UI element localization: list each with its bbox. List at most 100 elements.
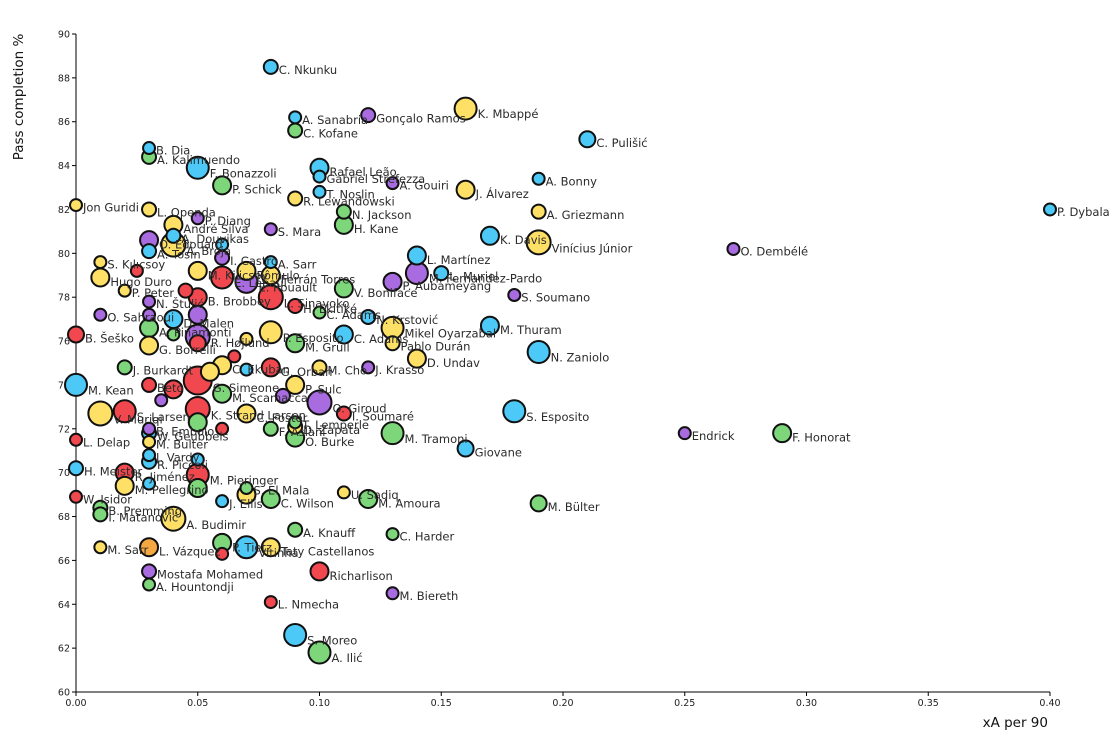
x-tick-label: 0.00 bbox=[65, 698, 86, 709]
data-point bbox=[287, 122, 304, 139]
data-point bbox=[335, 405, 352, 422]
y-tick-label: 86 bbox=[58, 117, 70, 128]
data-point bbox=[385, 176, 400, 191]
data-point bbox=[287, 190, 304, 207]
data-label: N. Jackson bbox=[352, 208, 412, 222]
data-point bbox=[190, 211, 205, 226]
data-point bbox=[260, 537, 281, 558]
data-point bbox=[360, 308, 377, 325]
data-label: Beto bbox=[157, 381, 184, 395]
data-point bbox=[262, 420, 279, 437]
data-label: H. Kane bbox=[354, 222, 399, 236]
data-point bbox=[215, 421, 230, 436]
data-label: I. Matanović bbox=[108, 511, 178, 525]
data-point bbox=[236, 403, 257, 424]
data-point bbox=[166, 327, 181, 342]
data-label: C. Ekuban bbox=[232, 363, 290, 377]
data-label: V. Boniface bbox=[354, 286, 418, 300]
data-point bbox=[311, 359, 328, 376]
x-tick-label: 0.25 bbox=[674, 698, 695, 709]
data-point bbox=[116, 359, 133, 376]
data-label: N. Krstović bbox=[376, 313, 438, 327]
data-label: K. Davis bbox=[500, 233, 547, 247]
data-point bbox=[141, 376, 158, 393]
x-tick-label: 0.35 bbox=[918, 698, 939, 709]
data-point bbox=[772, 423, 793, 444]
data-point bbox=[263, 595, 278, 610]
data-label: M. Sarr bbox=[107, 543, 148, 557]
data-label: N. Zaniolo bbox=[551, 351, 610, 365]
data-label: S. El Mala bbox=[253, 484, 309, 498]
data-point bbox=[479, 225, 500, 246]
data-point bbox=[433, 265, 450, 282]
data-label: M. Pellegrino bbox=[135, 483, 209, 497]
data-label: A. Ilić bbox=[332, 651, 363, 665]
data-label: M. Bülter bbox=[548, 500, 600, 514]
data-point bbox=[64, 372, 88, 397]
data-label: Vitinha bbox=[258, 546, 298, 560]
data-label: A. Douvikas bbox=[181, 232, 249, 246]
data-point bbox=[215, 546, 230, 561]
data-point bbox=[187, 260, 208, 281]
data-point bbox=[309, 561, 330, 582]
data-point bbox=[142, 421, 157, 436]
data-label: S. Kılıçsoy bbox=[107, 258, 165, 272]
data-label: M. Pieringer bbox=[210, 473, 279, 487]
x-tick-label: 0.10 bbox=[309, 698, 330, 709]
data-label: L. Muriel bbox=[449, 269, 498, 283]
data-label: Rafael Leão bbox=[330, 165, 397, 179]
y-tick-label: 64 bbox=[58, 600, 70, 611]
data-point bbox=[312, 169, 327, 184]
data-point bbox=[141, 563, 158, 580]
y-axis-title: Pass completion % bbox=[11, 34, 27, 161]
data-label: O. Édouard bbox=[159, 237, 223, 252]
data-point bbox=[531, 171, 546, 186]
data-point bbox=[263, 222, 278, 237]
data-label: N. Štulić bbox=[156, 296, 204, 311]
data-point bbox=[69, 489, 83, 504]
data-label: Gabriel Strefezza bbox=[327, 172, 426, 186]
data-point bbox=[288, 415, 303, 430]
data-label: A. Pinamonti bbox=[159, 325, 231, 339]
y-tick-label: 72 bbox=[58, 424, 70, 435]
data-point bbox=[384, 335, 401, 352]
data-label: A. Griezmann bbox=[547, 208, 625, 222]
data-point bbox=[306, 389, 333, 416]
data-label: P. Schick bbox=[232, 183, 282, 197]
data-label: C. Wilson bbox=[281, 496, 334, 510]
data-label: H. Meister bbox=[84, 464, 143, 478]
data-point bbox=[141, 201, 158, 218]
data-point bbox=[215, 494, 230, 509]
data-point bbox=[187, 478, 208, 499]
data-point bbox=[502, 399, 527, 424]
data-label: D. Undav bbox=[427, 356, 480, 370]
data-point bbox=[215, 237, 230, 252]
data-point bbox=[258, 320, 283, 345]
data-point bbox=[92, 506, 109, 523]
data-label: F. Aslani bbox=[279, 425, 326, 439]
data-label: M. Cho bbox=[328, 364, 368, 378]
data-point bbox=[507, 288, 522, 303]
data-label: B. Premming bbox=[108, 504, 182, 518]
data-label: André Silva bbox=[183, 222, 248, 236]
data-point bbox=[380, 421, 405, 446]
data-label: W. Geubbels bbox=[157, 429, 229, 443]
data-label: E. Rouault bbox=[258, 280, 317, 294]
data-label: P. Diang bbox=[205, 214, 251, 228]
data-label: U. Sadiq bbox=[351, 488, 399, 502]
data-point bbox=[114, 475, 135, 496]
data-label: Giovane bbox=[475, 445, 522, 459]
data-label: O. Burke bbox=[305, 435, 354, 449]
data-point bbox=[185, 155, 210, 180]
y-tick-label: 68 bbox=[58, 512, 70, 523]
data-label: C. Pulišić bbox=[596, 136, 647, 150]
data-point bbox=[68, 460, 84, 477]
data-label: J. Ellis bbox=[228, 497, 263, 511]
data-point bbox=[455, 179, 476, 200]
y-tick-label: 82 bbox=[58, 205, 70, 216]
data-point bbox=[726, 241, 741, 256]
data-label: C. Kofane bbox=[303, 127, 358, 141]
data-label: A. Budimir bbox=[186, 518, 246, 532]
data-point bbox=[406, 245, 427, 266]
data-label: Jon Guridi bbox=[82, 201, 139, 215]
